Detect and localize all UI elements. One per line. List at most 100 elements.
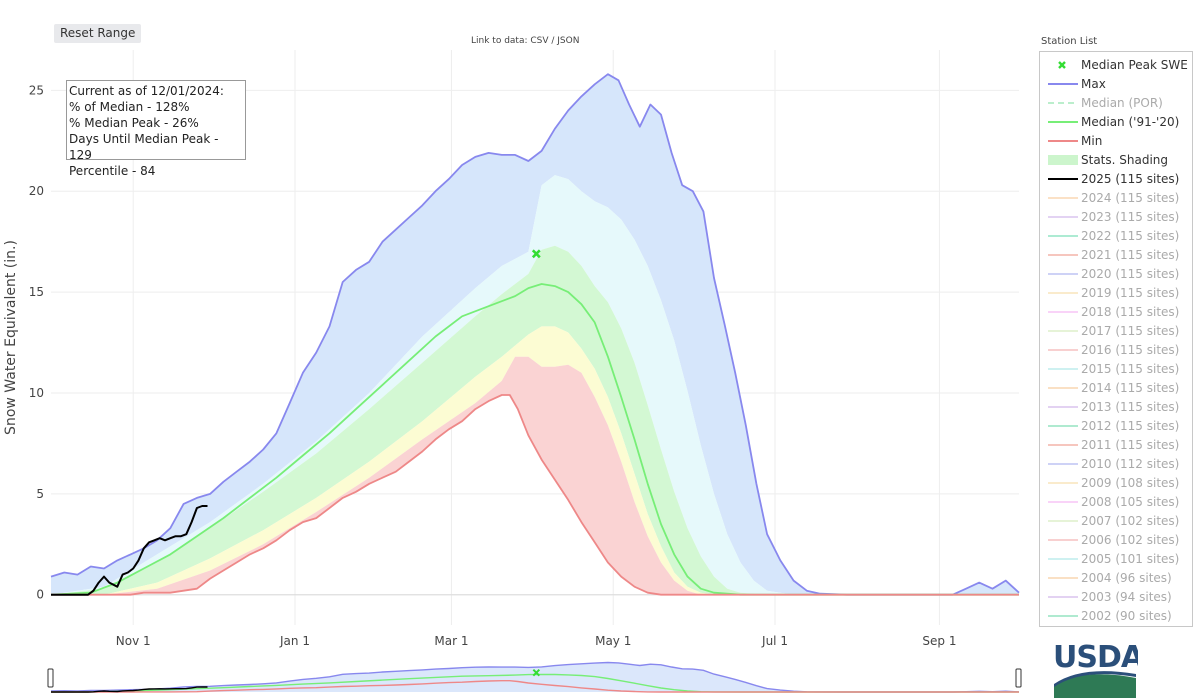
status-line: Current as of 12/01/2024: <box>69 84 224 98</box>
legend-item[interactable]: Median ('91-'20) <box>1040 113 1190 132</box>
legend-item[interactable]: 2023 (115 sites) <box>1040 208 1190 227</box>
legend-label: 2013 (115 sites) <box>1081 400 1180 414</box>
legend-label: 2015 (115 sites) <box>1081 362 1180 376</box>
legend-item[interactable]: Median Peak SWE <box>1040 56 1190 75</box>
legend-item[interactable]: Max <box>1040 75 1190 94</box>
legend-symbol <box>1048 330 1078 332</box>
legend-item[interactable]: 2006 (102 sites) <box>1040 531 1190 550</box>
legend-symbol <box>1048 349 1078 351</box>
legend-item[interactable]: 2022 (115 sites) <box>1040 227 1190 246</box>
y-tick-label: 20 <box>29 184 44 198</box>
legend-label: 2018 (115 sites) <box>1081 305 1180 319</box>
legend-label: 2008 (105 sites) <box>1081 495 1180 509</box>
band-p90-p70 <box>51 175 1019 595</box>
legend-item[interactable]: 2012 (115 sites) <box>1040 417 1190 436</box>
legend-item[interactable]: 2007 (102 sites) <box>1040 512 1190 531</box>
legend-symbol <box>1048 501 1078 503</box>
legend-label: 2012 (115 sites) <box>1081 419 1180 433</box>
legend-item[interactable]: 2025 (115 sites) <box>1040 170 1190 189</box>
y-tick-label: 10 <box>29 386 44 400</box>
legend-symbol <box>1048 197 1078 199</box>
data-link[interactable]: Link to data: CSV / JSON <box>471 36 580 46</box>
y-tick-label: 5 <box>36 487 44 501</box>
legend-symbol <box>1048 558 1078 560</box>
legend-item[interactable]: 2014 (115 sites) <box>1040 379 1190 398</box>
legend-label: 2002 (90 sites) <box>1081 609 1172 623</box>
x-tick-label: Mar 1 <box>434 634 468 648</box>
legend-item[interactable]: Stats. Shading <box>1040 151 1190 170</box>
legend-item[interactable]: 2003 (94 sites) <box>1040 588 1190 607</box>
x-tick-label: Nov 1 <box>116 634 151 648</box>
legend-symbol <box>1048 539 1078 541</box>
legend-item[interactable]: 2002 (90 sites) <box>1040 607 1190 626</box>
legend-item[interactable]: Median (POR) <box>1040 94 1190 113</box>
legend-label: Median Peak SWE <box>1081 58 1188 72</box>
band-p10-min <box>51 356 1019 595</box>
legend-label: 2025 (115 sites) <box>1081 172 1180 186</box>
legend-symbol <box>1048 444 1078 446</box>
legend-symbol <box>1048 615 1078 617</box>
legend-symbol <box>1048 387 1078 389</box>
legend-symbol <box>1048 292 1078 294</box>
x-tick-label: Sep 1 <box>922 634 956 648</box>
series-line-min <box>51 394 1019 596</box>
legend-item[interactable]: 2011 (115 sites) <box>1040 436 1190 455</box>
status-line: % Median Peak - 26% <box>69 116 199 130</box>
legend-item[interactable]: 2017 (115 sites) <box>1040 322 1190 341</box>
legend-item[interactable]: 2019 (115 sites) <box>1040 284 1190 303</box>
legend-item[interactable]: 2015 (115 sites) <box>1040 360 1190 379</box>
range-slider-peak-marker <box>532 668 541 677</box>
current-status-box: Current as of 12/01/2024: % of Median - … <box>66 80 246 178</box>
legend-label: 2006 (102 sites) <box>1081 533 1180 547</box>
legend-item[interactable]: 2024 (115 sites) <box>1040 189 1190 208</box>
legend-symbol <box>1048 425 1078 427</box>
legend-item[interactable]: 2008 (105 sites) <box>1040 493 1190 512</box>
legend-label: 2011 (115 sites) <box>1081 438 1180 452</box>
legend-label: Median (POR) <box>1081 96 1163 110</box>
band-max-p90 <box>51 74 1019 595</box>
legend-label: Median ('91-'20) <box>1081 115 1180 129</box>
legend-symbol <box>1048 140 1078 142</box>
legend-label: 2003 (94 sites) <box>1081 590 1172 604</box>
y-tick-label: 0 <box>36 588 44 602</box>
legend-label: Min <box>1081 134 1103 148</box>
legend-symbol <box>1058 61 1066 69</box>
legend-symbol <box>1048 235 1078 237</box>
y-axis-label: Snow Water Equivalent (in.) <box>3 240 19 435</box>
range-slider-line <box>51 680 1019 693</box>
legend-symbol <box>1048 102 1078 104</box>
legend-item[interactable]: 2018 (115 sites) <box>1040 303 1190 322</box>
series-line-median-91-20- <box>50 283 1019 596</box>
legend-label: 2022 (115 sites) <box>1081 229 1180 243</box>
legend-symbol <box>1048 155 1078 165</box>
legend-label: 2009 (108 sites) <box>1081 476 1180 490</box>
legend-item[interactable]: 2013 (115 sites) <box>1040 398 1190 417</box>
legend-item[interactable]: 2005 (101 sites) <box>1040 550 1190 569</box>
legend-label: 2017 (115 sites) <box>1081 324 1180 338</box>
series-line-2025-115-sites- <box>51 505 208 596</box>
legend-label: 2019 (115 sites) <box>1081 286 1180 300</box>
range-slider-handle[interactable] <box>1015 668 1022 688</box>
legend-item[interactable]: 2010 (112 sites) <box>1040 455 1190 474</box>
reset-range-button[interactable]: Reset Range <box>54 24 142 43</box>
legend-symbol <box>1048 216 1078 218</box>
legend-item[interactable]: 2004 (96 sites) <box>1040 569 1190 588</box>
station-legend: Median Peak SWE Max Median (POR) Median ('9… <box>1039 51 1193 627</box>
legend-item[interactable]: 2020 (115 sites) <box>1040 265 1190 284</box>
legend-symbol <box>1048 520 1078 522</box>
legend-symbol <box>1048 482 1078 484</box>
range-slider-handle[interactable] <box>47 668 54 688</box>
legend-label: Stats. Shading <box>1081 153 1169 167</box>
x-tick-label: May 1 <box>595 634 631 648</box>
legend-item[interactable]: 2009 (108 sites) <box>1040 474 1190 493</box>
legend-symbol <box>1048 254 1078 256</box>
legend-symbol <box>1048 596 1078 598</box>
legend-item[interactable]: 2021 (115 sites) <box>1040 246 1190 265</box>
legend-symbol <box>1048 178 1078 180</box>
legend-label: 2014 (115 sites) <box>1081 381 1180 395</box>
legend-item[interactable]: 2016 (115 sites) <box>1040 341 1190 360</box>
legend-item[interactable]: Min <box>1040 132 1190 151</box>
legend-symbol <box>1048 121 1078 123</box>
svg-text:USDA: USDA <box>1053 640 1138 675</box>
legend-label: 2004 (96 sites) <box>1081 571 1172 585</box>
